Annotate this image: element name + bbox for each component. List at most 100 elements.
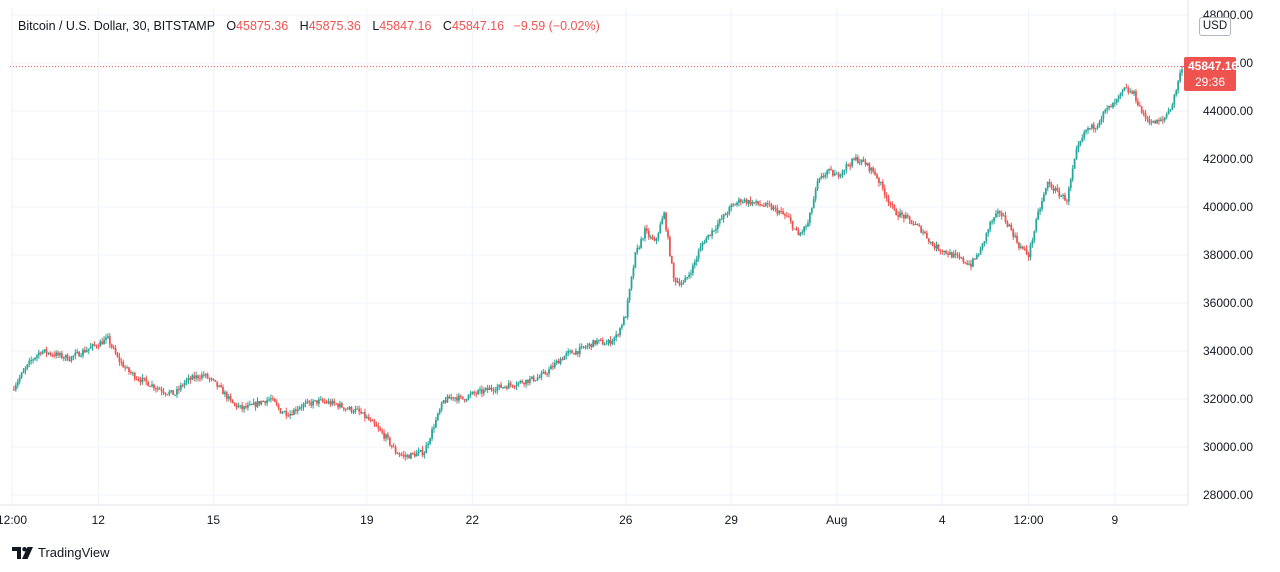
candle-body — [70, 356, 73, 361]
candle-body — [1054, 188, 1057, 191]
candle-body — [799, 233, 802, 236]
candle-body — [523, 382, 526, 385]
candle-body — [1108, 105, 1111, 109]
candle-body — [323, 401, 326, 403]
candle-body — [352, 411, 355, 413]
candle-body — [665, 212, 667, 231]
candle-body — [761, 204, 763, 206]
candle-body — [312, 400, 315, 406]
candle-body — [968, 263, 970, 265]
candle-body — [66, 354, 69, 361]
candle-body — [571, 350, 573, 354]
candle-body — [762, 205, 765, 207]
candle-body — [822, 175, 825, 177]
candle-body — [1060, 195, 1063, 197]
candle-body — [551, 366, 554, 368]
candle-body — [172, 390, 175, 395]
candle-body — [364, 412, 366, 418]
candle-body — [112, 347, 115, 349]
candle-body — [105, 337, 107, 340]
candle-body — [901, 212, 903, 215]
candle-body — [47, 352, 50, 354]
candle-body — [212, 378, 215, 380]
candle-body — [304, 402, 307, 405]
candle-body — [805, 226, 807, 228]
candle-body — [316, 400, 318, 404]
candle-body — [697, 251, 700, 259]
candle-body — [1090, 124, 1093, 129]
candle-body — [753, 202, 756, 204]
candle-body — [899, 212, 901, 217]
candle-body — [904, 215, 907, 219]
candle-body — [431, 428, 433, 439]
candle-body — [908, 216, 911, 221]
candle-body — [1165, 114, 1168, 118]
candle-body — [233, 403, 236, 405]
candle-body — [619, 327, 621, 336]
candle-body — [530, 376, 533, 379]
candle-body — [1021, 246, 1024, 249]
candle-body — [513, 386, 516, 388]
candle-body — [444, 400, 447, 403]
candle-body — [578, 347, 581, 355]
currency-badge[interactable]: USD — [1199, 17, 1231, 36]
candle-body — [615, 334, 618, 338]
candle-body — [575, 350, 577, 355]
candle-body — [678, 281, 681, 285]
candle-body — [1083, 132, 1086, 138]
candle-body — [1043, 194, 1045, 202]
candle-body — [1027, 253, 1030, 257]
candle-body — [1179, 72, 1181, 82]
candle-body — [387, 434, 389, 438]
candle-body — [659, 224, 662, 234]
candle-body — [548, 369, 550, 374]
candle-body — [521, 380, 524, 383]
candle-body — [36, 355, 38, 358]
candle-body — [644, 228, 646, 239]
candle-body — [657, 233, 660, 239]
candle-body — [248, 404, 251, 406]
candle-body — [599, 339, 602, 341]
open-label: O — [226, 19, 237, 33]
candle-body — [1000, 213, 1003, 216]
candle-body — [768, 204, 771, 206]
candle-body — [482, 389, 485, 394]
candle-body — [695, 258, 698, 262]
candle-body — [327, 401, 330, 404]
candle-body — [565, 353, 568, 357]
candle-body — [782, 211, 784, 215]
candle-body — [454, 397, 456, 399]
candle-body — [1062, 194, 1064, 196]
candle-body — [1113, 102, 1116, 104]
candle-body — [515, 385, 518, 387]
candle-body — [1050, 184, 1053, 189]
tradingview-logo[interactable]: TradingView — [12, 545, 110, 560]
candle-body — [1123, 87, 1126, 91]
candle-body — [509, 383, 512, 385]
candle-body — [224, 392, 226, 395]
candle-body — [998, 211, 1001, 214]
candle-body — [651, 236, 654, 240]
candle-body — [1115, 99, 1118, 103]
candle-body — [310, 402, 313, 406]
candle-body — [1160, 119, 1162, 121]
candle-body — [270, 398, 272, 400]
y-tick-label: 34000.00 — [1203, 344, 1253, 358]
candle-body — [634, 252, 637, 268]
candle-body — [154, 388, 157, 390]
candle-body — [853, 158, 855, 160]
candle-body — [972, 258, 974, 267]
candle-body — [183, 382, 186, 386]
candle-body — [912, 224, 915, 226]
candle-body — [519, 380, 522, 383]
candle-body — [906, 215, 909, 217]
candle-body — [91, 344, 94, 347]
brand-name: TradingView — [38, 545, 110, 560]
candle-body — [1125, 87, 1128, 89]
candle-body — [199, 378, 201, 380]
candle-body — [1177, 81, 1180, 91]
candle-body — [452, 397, 455, 399]
candle-body — [1138, 105, 1141, 107]
candle-body — [528, 378, 531, 383]
